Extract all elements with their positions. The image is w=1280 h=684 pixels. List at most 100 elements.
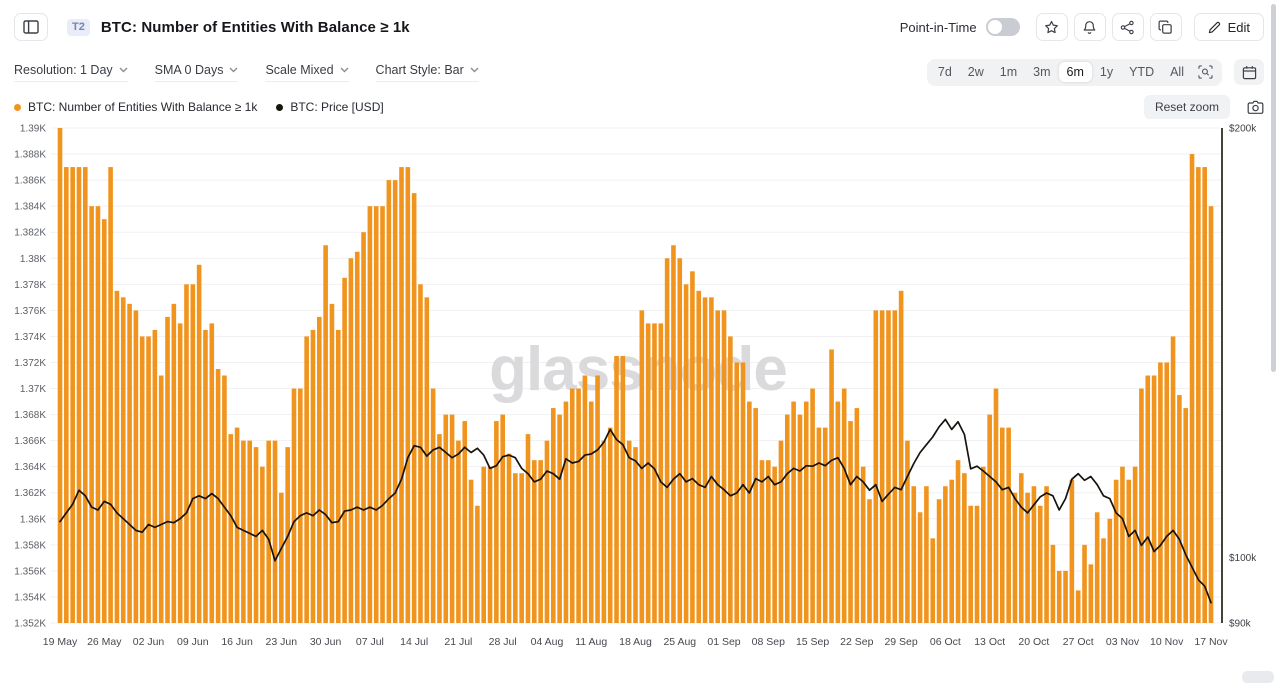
- range-button-1m[interactable]: 1m: [999, 65, 1018, 79]
- bar: [607, 427, 613, 623]
- corner-widget: [1242, 671, 1274, 683]
- bar: [721, 310, 727, 623]
- bar: [810, 388, 815, 623]
- bar: [854, 408, 860, 623]
- bar: [525, 434, 531, 623]
- bar: [797, 414, 803, 623]
- dropdown-resolution-1-day[interactable]: Resolution: 1 Day: [14, 63, 128, 82]
- bar: [1075, 590, 1081, 623]
- left-axis-tick-label: 1.36K: [20, 514, 46, 525]
- edit-button-label: Edit: [1227, 19, 1250, 35]
- dropdown-label: SMA 0 Days: [154, 62, 224, 77]
- bar: [462, 421, 468, 623]
- range-button-ytd[interactable]: YTD: [1129, 65, 1155, 79]
- range-button-1y[interactable]: 1y: [1099, 65, 1114, 79]
- bar: [481, 466, 487, 623]
- x-axis-label: 30 Jun: [310, 636, 342, 648]
- bar: [424, 297, 430, 623]
- bar: [443, 414, 449, 623]
- bell-icon: [1083, 20, 1096, 34]
- bar: [867, 499, 872, 623]
- range-button-2w[interactable]: 2w: [967, 65, 984, 79]
- legend-item-0[interactable]: BTC: Number of Entities With Balance ≥ 1…: [14, 100, 257, 114]
- bar: [1189, 154, 1195, 624]
- bar: [633, 447, 638, 623]
- left-axis-tick-label: 1.372K: [14, 358, 46, 369]
- bar: [89, 206, 94, 623]
- bar: [1082, 544, 1087, 623]
- bar: [1031, 486, 1037, 623]
- bar: [955, 460, 961, 623]
- bar: [108, 167, 113, 623]
- bar: [1088, 564, 1094, 623]
- bar: [1139, 388, 1144, 623]
- chevron-down-icon: [470, 67, 479, 72]
- zoom-select-button[interactable]: [1192, 62, 1219, 83]
- left-axis-tick-label: 1.37K: [20, 384, 46, 395]
- bar: [576, 388, 581, 623]
- bar: [1151, 375, 1157, 623]
- x-axis-label: 02 Jun: [133, 636, 165, 648]
- legend-item-1[interactable]: BTC: Price [USD]: [276, 100, 384, 114]
- left-axis-tick-label: 1.384K: [14, 202, 46, 213]
- bar: [399, 167, 404, 623]
- sidebar-toggle-button[interactable]: [14, 13, 48, 41]
- bar: [513, 473, 518, 623]
- bar: [759, 460, 765, 623]
- bar: [778, 440, 784, 623]
- bar: [487, 466, 493, 623]
- bar: [709, 297, 714, 623]
- bar: [835, 401, 841, 623]
- bar: [829, 349, 834, 623]
- left-axis-tick-label: 1.376K: [14, 306, 46, 317]
- range-button-3m[interactable]: 3m: [1033, 65, 1051, 79]
- screenshot-button[interactable]: [1247, 100, 1264, 115]
- reset-zoom-button[interactable]: Reset zoom: [1143, 95, 1230, 119]
- favorite-button[interactable]: [1035, 13, 1068, 41]
- x-axis-label: 23 Jun: [266, 636, 298, 648]
- bar: [139, 336, 145, 623]
- dropdown-chart-style-bar[interactable]: Chart Style: Bar: [375, 63, 479, 82]
- bar: [316, 316, 322, 623]
- star-icon: [1045, 20, 1059, 33]
- bar: [1183, 408, 1188, 623]
- left-axis-tick-label: 1.374K: [14, 332, 46, 343]
- chart-area[interactable]: 1.352K 1.354K 1.356K 1.358K 1.36K 1.362K 1.364…: [0, 118, 1280, 679]
- point-in-time-toggle[interactable]: [985, 18, 1020, 36]
- bar: [114, 290, 120, 623]
- dropdown-sma-0-days[interactable]: SMA 0 Days: [154, 62, 239, 82]
- bars-series: [57, 128, 1214, 624]
- legend-label: BTC: Number of Entities With Balance ≥ 1…: [28, 100, 258, 114]
- share-icon: [1120, 20, 1134, 34]
- bar: [930, 538, 936, 623]
- bar: [260, 466, 265, 623]
- calendar-button[interactable]: [1234, 59, 1264, 85]
- bar: [500, 414, 505, 623]
- page-scrollbar[interactable]: [1271, 4, 1276, 372]
- bar: [304, 336, 309, 623]
- bar: [354, 251, 360, 623]
- bar: [582, 375, 588, 623]
- range-button-7d[interactable]: 7d: [937, 65, 952, 79]
- copy-icon: [1158, 20, 1172, 34]
- range-button-6m[interactable]: 6m: [1058, 62, 1092, 82]
- bar: [671, 245, 676, 623]
- duplicate-button[interactable]: [1149, 13, 1182, 41]
- point-in-time-label: Point-in-Time: [899, 19, 977, 35]
- bar: [588, 401, 594, 623]
- left-axis-tick-label: 1.366K: [14, 436, 46, 447]
- edit-button[interactable]: Edit: [1193, 13, 1264, 41]
- bar: [405, 167, 411, 623]
- x-axis-label: 13 Oct: [974, 636, 1005, 648]
- mixed-chart: 1.352K 1.354K 1.356K 1.358K 1.36K 1.362K 1.364…: [14, 124, 1257, 649]
- x-axis-label: 20 Oct: [1018, 636, 1049, 648]
- bar: [120, 297, 126, 623]
- dropdown-scale-mixed[interactable]: Scale Mixed: [265, 63, 349, 82]
- share-button[interactable]: [1111, 13, 1144, 41]
- alert-button[interactable]: [1073, 13, 1106, 41]
- bar: [905, 440, 910, 623]
- pencil-icon: [1208, 21, 1220, 33]
- bar: [449, 414, 455, 623]
- range-button-all[interactable]: All: [1170, 65, 1184, 79]
